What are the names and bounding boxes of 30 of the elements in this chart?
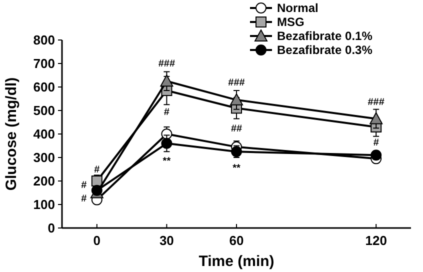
x-axis-title: Time (min) — [198, 253, 274, 270]
annotation: ** — [232, 163, 240, 174]
annotation: ## — [230, 124, 242, 135]
y-axis-title: Glucose (mg/dl) — [3, 77, 20, 191]
legend-label: Bezafibrate 0.1% — [277, 29, 373, 44]
y-tick-label: 700 — [33, 56, 55, 72]
y-tick-label: 100 — [33, 197, 55, 212]
y-tick-label: 0 — [48, 220, 55, 236]
y-tick-label: 200 — [33, 174, 55, 189]
legend-label: MSG — [277, 15, 304, 30]
annotation: ### — [228, 77, 246, 88]
y-tick-label: 300 — [33, 150, 55, 166]
y-tick-label: 600 — [33, 80, 55, 95]
x-tick-label: 0 — [93, 233, 101, 248]
annotation: # — [94, 164, 100, 176]
annotation: ### — [158, 58, 176, 70]
annotation: ### — [368, 97, 385, 108]
y-tick-label: 500 — [33, 103, 55, 118]
y-tick-label: 800 — [33, 32, 55, 48]
legend-label: Bezafibrate 0.3% — [277, 43, 373, 58]
y-tick-label: 400 — [33, 126, 55, 142]
x-tick-label: 120 — [365, 233, 387, 248]
annotation: # — [81, 180, 88, 191]
annotation: ** — [162, 156, 171, 167]
legend-label: Normal — [277, 1, 318, 16]
annotation: # — [164, 107, 170, 118]
annotation: # — [373, 137, 380, 148]
annotation: # — [81, 193, 88, 204]
x-tick-label: 30 — [159, 233, 174, 248]
x-tick-label: 60 — [229, 233, 244, 248]
